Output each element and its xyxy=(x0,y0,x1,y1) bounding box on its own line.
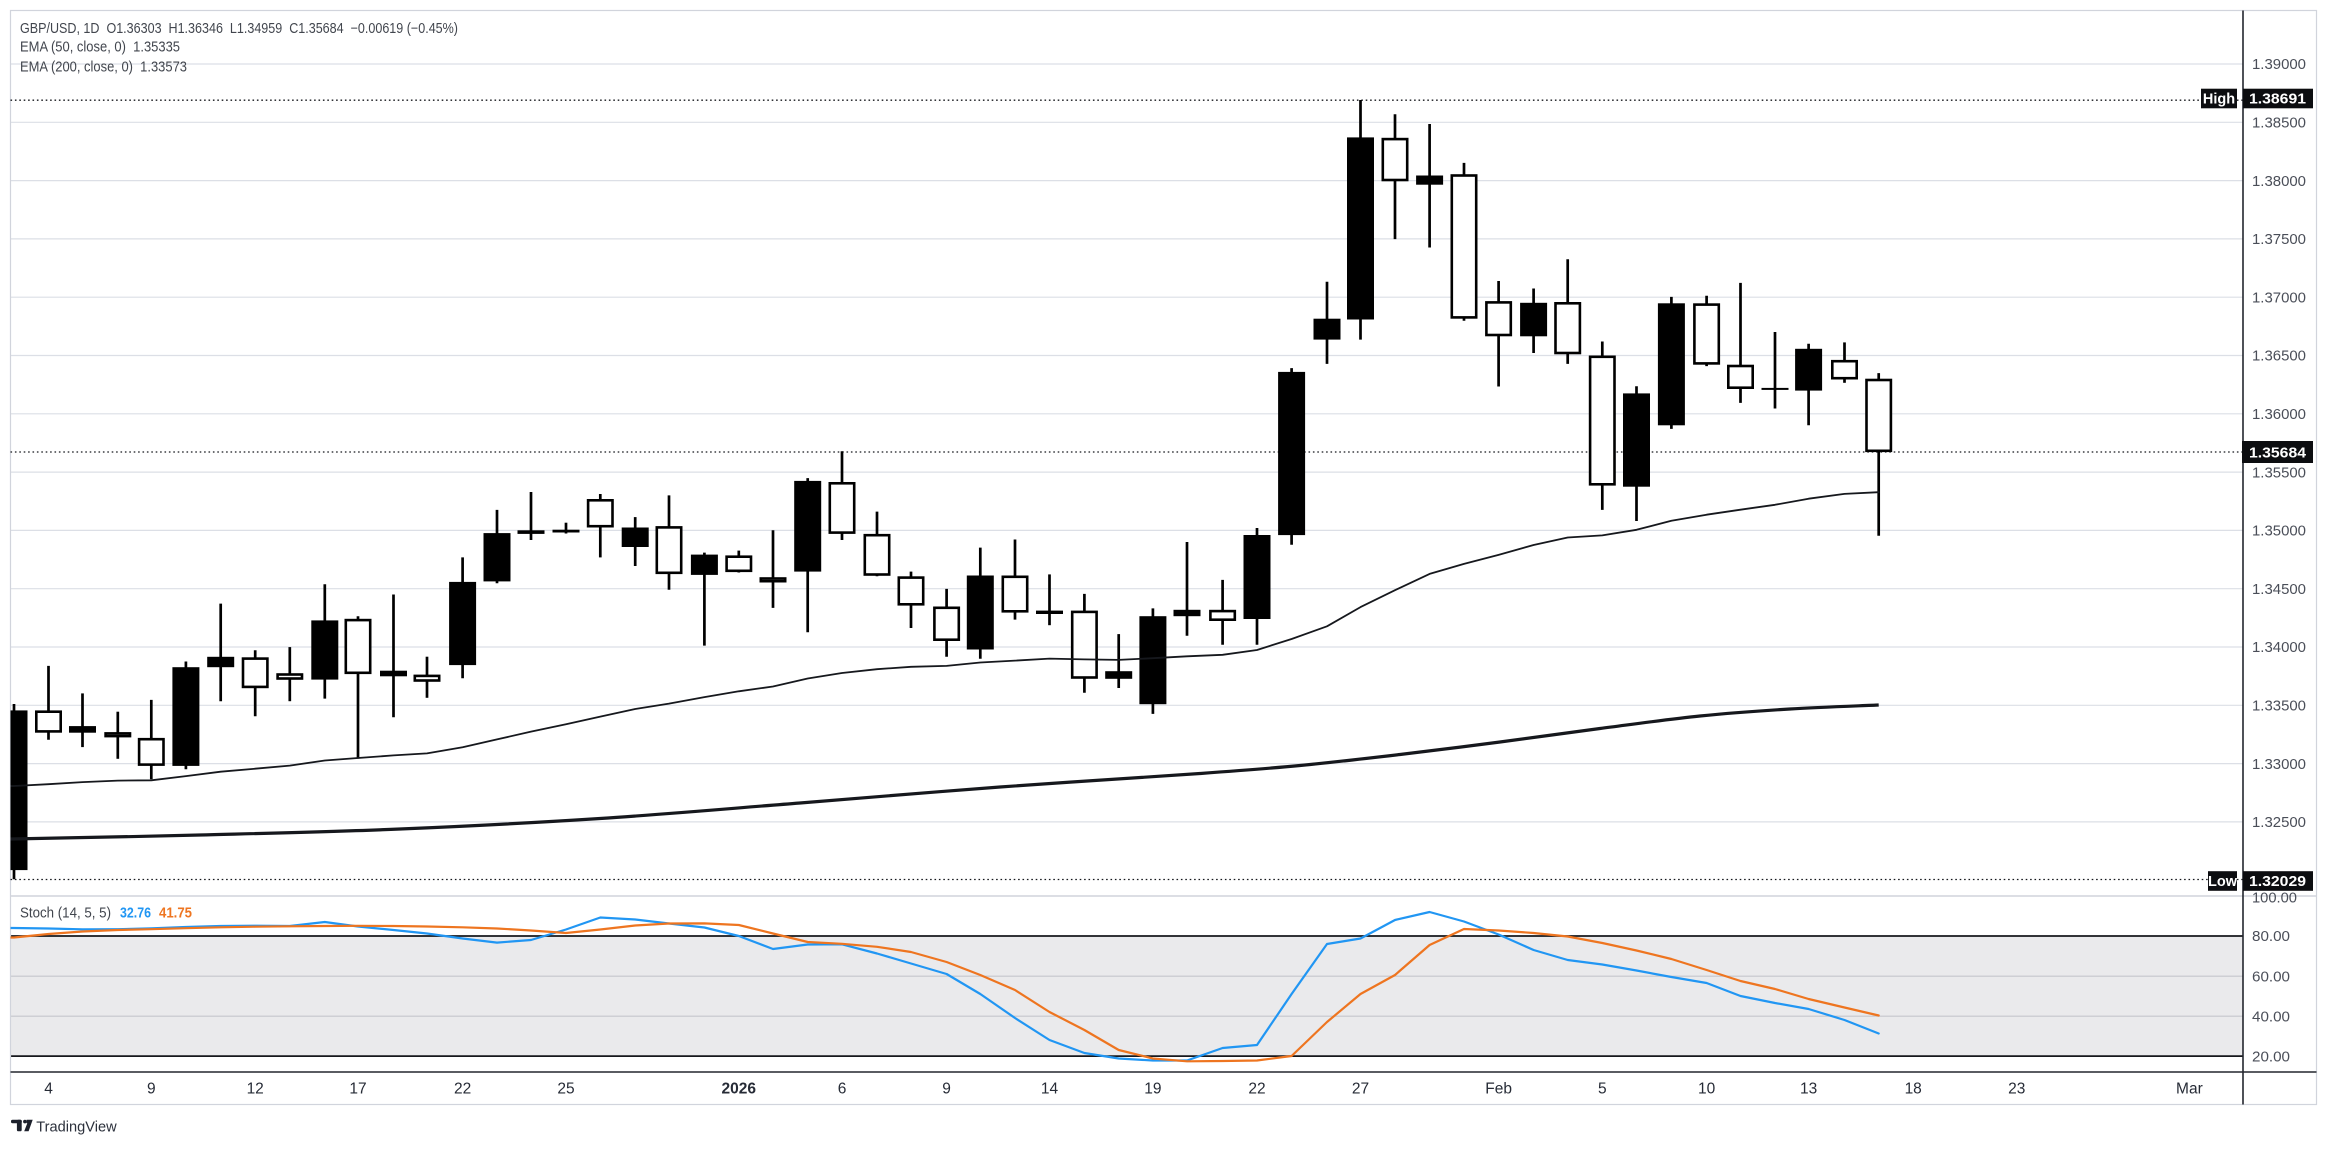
svg-text:TradingView: TradingView xyxy=(36,1119,117,1135)
svg-text:19: 19 xyxy=(1144,1081,1161,1098)
svg-text:1.35684: 1.35684 xyxy=(2249,445,2306,461)
svg-text:Mar: Mar xyxy=(2176,1081,2203,1098)
svg-text:14: 14 xyxy=(1041,1081,1059,1098)
svg-text:17: 17 xyxy=(349,1081,366,1098)
svg-text:1.38691: 1.38691 xyxy=(2249,92,2306,108)
svg-text:2026: 2026 xyxy=(722,1081,757,1098)
svg-text:80.00: 80.00 xyxy=(2252,929,2290,945)
svg-text:1.35000: 1.35000 xyxy=(2252,524,2306,540)
svg-text:22: 22 xyxy=(1248,1081,1265,1098)
svg-text:100.00: 100.00 xyxy=(2252,891,2297,907)
svg-text:23: 23 xyxy=(2008,1081,2025,1098)
svg-text:1.39000: 1.39000 xyxy=(2252,57,2306,73)
svg-text:25: 25 xyxy=(557,1081,574,1098)
svg-text:1.34000: 1.34000 xyxy=(2252,640,2306,656)
svg-text:10: 10 xyxy=(1698,1081,1716,1098)
svg-text:GBP/USD, 1D O1.36303 H1.3634: GBP/USD, 1D O1.36303 H1.36346 L1.34959 C… xyxy=(20,21,458,37)
svg-text:1.35500: 1.35500 xyxy=(2252,465,2306,481)
svg-text:Stoch (14, 5, 5): Stoch (14, 5, 5) xyxy=(20,906,111,922)
svg-text:18: 18 xyxy=(1905,1081,1922,1098)
svg-text:1.32500: 1.32500 xyxy=(2252,815,2306,831)
svg-text:1.33000: 1.33000 xyxy=(2252,757,2306,773)
svg-text:1.38500: 1.38500 xyxy=(2252,116,2306,132)
svg-text:40.00: 40.00 xyxy=(2252,1009,2290,1025)
svg-text:1.36500: 1.36500 xyxy=(2252,349,2306,365)
svg-text:27: 27 xyxy=(1352,1081,1369,1098)
svg-text:Feb: Feb xyxy=(1485,1081,1512,1098)
svg-text:1.37500: 1.37500 xyxy=(2252,232,2306,248)
svg-text:1.33500: 1.33500 xyxy=(2252,699,2306,715)
svg-text:1.38000: 1.38000 xyxy=(2252,174,2306,190)
svg-text:20.00: 20.00 xyxy=(2252,1049,2290,1065)
svg-text:EMA (200, close, 0) 1.33573: EMA (200, close, 0) 1.33573 xyxy=(20,60,187,76)
svg-text:1.34500: 1.34500 xyxy=(2252,582,2306,598)
svg-text:EMA (50, close, 0) 1.35335: EMA (50, close, 0) 1.35335 xyxy=(20,40,180,56)
svg-text:Low: Low xyxy=(2208,874,2238,890)
svg-text:41.75: 41.75 xyxy=(159,906,192,922)
svg-text:22: 22 xyxy=(454,1081,471,1098)
svg-text:5: 5 xyxy=(1598,1081,1607,1098)
svg-text:1.37000: 1.37000 xyxy=(2252,290,2306,306)
svg-text:1.36000: 1.36000 xyxy=(2252,407,2306,423)
svg-text:6: 6 xyxy=(838,1081,847,1098)
svg-text:60.00: 60.00 xyxy=(2252,969,2290,985)
svg-text:4: 4 xyxy=(44,1081,53,1098)
svg-text:High: High xyxy=(2203,92,2235,108)
svg-text:9: 9 xyxy=(147,1081,156,1098)
svg-text:32.76: 32.76 xyxy=(120,906,151,922)
svg-text:9: 9 xyxy=(942,1081,951,1098)
svg-text:13: 13 xyxy=(1800,1081,1817,1098)
svg-text:12: 12 xyxy=(247,1081,264,1098)
svg-text:1.32029: 1.32029 xyxy=(2249,874,2306,890)
